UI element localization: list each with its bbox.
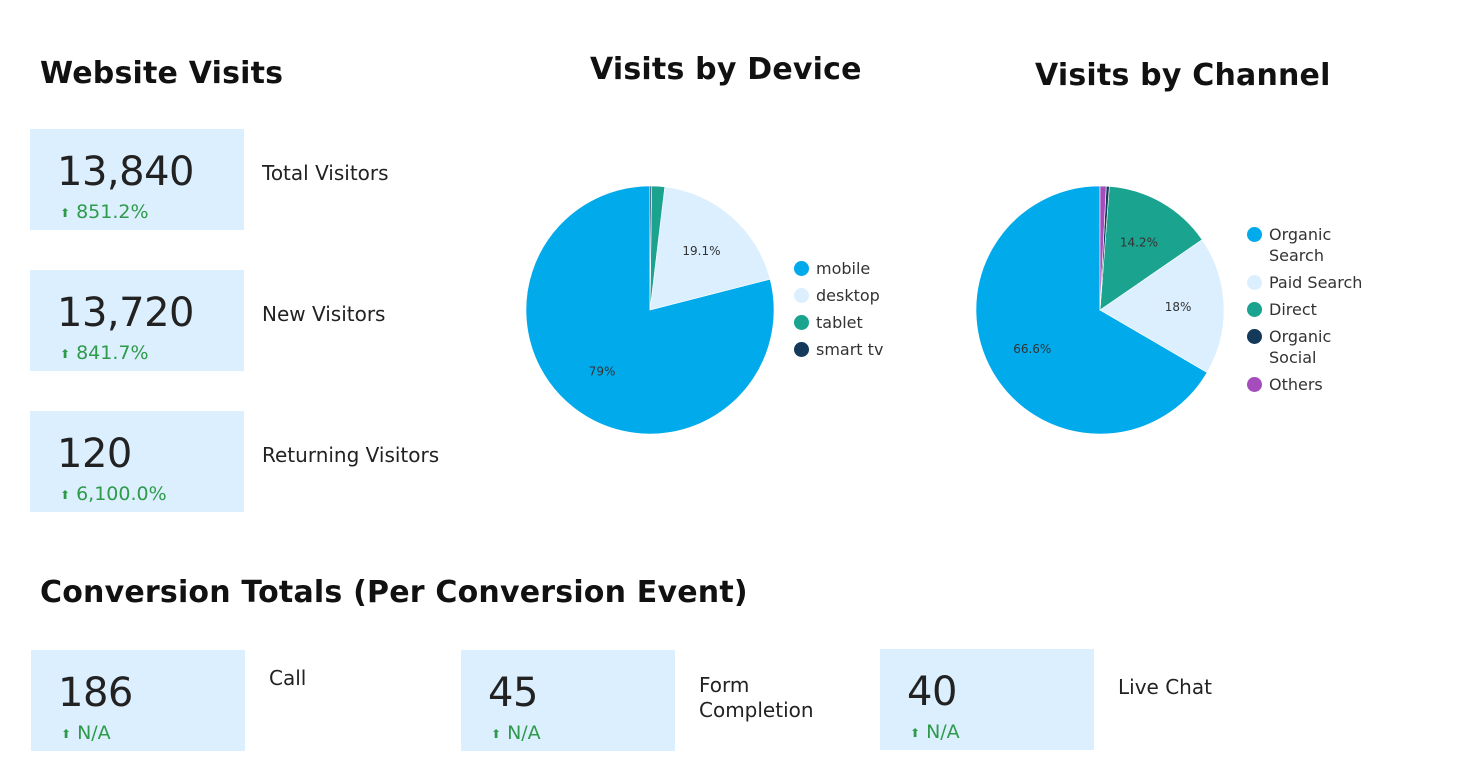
scorecard-label: Returning Visitors bbox=[262, 443, 440, 467]
pie-slice-desktop[interactable] bbox=[649, 186, 771, 311]
legend-swatch bbox=[1247, 275, 1262, 290]
legend-swatch bbox=[794, 315, 809, 330]
live-chat-card: 40 ⬆ N/A bbox=[880, 649, 1094, 750]
conversion-totals-title: Conversion Totals (Per Conversion Event) bbox=[40, 575, 748, 610]
legend-swatch bbox=[794, 288, 809, 303]
arrow-up-icon: ⬆ bbox=[60, 347, 71, 361]
returning-visitors-card: 120 ⬆ 6,100.0% bbox=[30, 411, 244, 512]
pie-data-label: 66.6% bbox=[1013, 342, 1051, 356]
pie-slices-group bbox=[525, 185, 775, 435]
legend-label: Paid Search bbox=[1269, 273, 1363, 292]
legend-label: Direct bbox=[1269, 300, 1317, 319]
pie-slice-direct[interactable] bbox=[1099, 186, 1203, 311]
scorecard-change: ⬆ N/A bbox=[491, 722, 541, 744]
scorecard-value: 186 bbox=[58, 670, 133, 716]
website-visits-title: Website Visits bbox=[40, 56, 284, 91]
call-card: 186 ⬆ N/A bbox=[31, 650, 245, 751]
legend-label: Organic Social bbox=[1269, 327, 1332, 367]
legend-label: desktop bbox=[816, 286, 880, 305]
scorecard-label: Form Completion bbox=[699, 673, 814, 722]
total-visitors-card: 13,840 ⬆ 851.2% bbox=[30, 129, 244, 230]
legend-swatch bbox=[1247, 302, 1262, 317]
scorecard-label: Total Visitors bbox=[262, 161, 389, 185]
scorecard-change: ⬆ 6,100.0% bbox=[60, 483, 167, 505]
legend-label: Others bbox=[1269, 375, 1323, 394]
pie-slices-group bbox=[975, 185, 1225, 435]
arrow-up-icon: ⬆ bbox=[60, 488, 71, 502]
arrow-up-icon: ⬆ bbox=[491, 727, 502, 741]
scorecard-change: ⬆ N/A bbox=[61, 722, 111, 744]
arrow-up-icon: ⬆ bbox=[61, 727, 72, 741]
legend-label: tablet bbox=[816, 313, 863, 332]
pie-slice-paid-search[interactable] bbox=[1099, 239, 1225, 373]
pie-slice-smart-tv[interactable] bbox=[649, 185, 652, 311]
scorecard-value: 13,720 bbox=[57, 290, 194, 336]
pie-slice-organic-search[interactable] bbox=[975, 185, 1208, 435]
form-completion-card: 45 ⬆ N/A bbox=[461, 650, 675, 751]
pie-data-label: 14.2% bbox=[1120, 235, 1158, 249]
visits-by-device-title: Visits by Device bbox=[590, 52, 862, 87]
legend-swatch bbox=[1247, 377, 1262, 392]
legend-label: Organic Search bbox=[1269, 225, 1332, 265]
legend-swatch bbox=[794, 342, 809, 357]
channel-pie-chart: 66.6% 18% 14.2% bbox=[975, 185, 1225, 435]
scorecard-change: ⬆ 841.7% bbox=[60, 342, 149, 364]
legend-swatch bbox=[1247, 227, 1262, 242]
visits-by-channel-title: Visits by Channel bbox=[1035, 58, 1331, 93]
scorecard-change: ⬆ 851.2% bbox=[60, 201, 149, 223]
scorecard-label: Call bbox=[269, 666, 307, 690]
device-legend: mobile desktop tablet smart tv bbox=[794, 258, 914, 368]
legend-label: mobile bbox=[816, 259, 871, 278]
pie-slice-others[interactable] bbox=[1099, 185, 1107, 311]
arrow-up-icon: ⬆ bbox=[60, 206, 71, 220]
pie-data-label: 18% bbox=[1165, 300, 1192, 314]
legend-label: smart tv bbox=[816, 340, 884, 359]
device-pie-chart: 79% 19.1% bbox=[525, 185, 775, 435]
scorecard-value: 120 bbox=[57, 431, 132, 477]
pie-data-label: 79% bbox=[589, 365, 616, 379]
channel-legend: Organic Search Paid Search Direct Organic S… bbox=[1247, 224, 1387, 404]
scorecard-label: New Visitors bbox=[262, 302, 386, 326]
legend-swatch bbox=[794, 261, 809, 276]
arrow-up-icon: ⬆ bbox=[910, 726, 921, 740]
scorecard-label: Live Chat bbox=[1118, 675, 1212, 699]
scorecard-value: 13,840 bbox=[57, 149, 194, 195]
legend-swatch bbox=[1247, 329, 1262, 344]
scorecard-change: ⬆ N/A bbox=[910, 721, 960, 743]
scorecard-value: 45 bbox=[488, 670, 538, 716]
new-visitors-card: 13,720 ⬆ 841.7% bbox=[30, 270, 244, 371]
scorecard-value: 40 bbox=[907, 669, 957, 715]
pie-data-label: 19.1% bbox=[682, 244, 720, 258]
